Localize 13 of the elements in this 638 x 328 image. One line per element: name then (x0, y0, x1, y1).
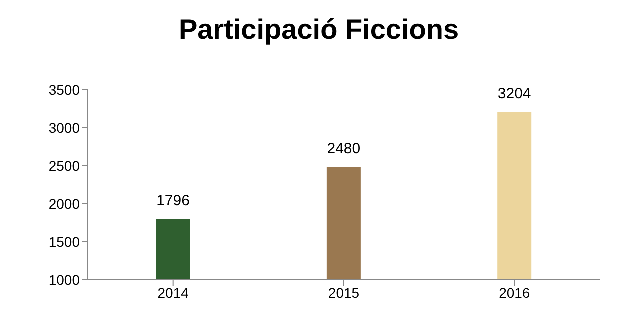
y-tick-label: 3000 (48, 120, 80, 136)
x-tick-label: 2015 (328, 284, 360, 301)
y-tick-label: 2000 (48, 196, 80, 212)
y-tick-label: 2500 (48, 158, 80, 174)
data-label: 3204 (498, 85, 532, 102)
y-tick-label: 1000 (48, 272, 80, 288)
y-tick-label: 3500 (48, 82, 80, 98)
x-tick-label: 2016 (499, 284, 530, 301)
x-tick-label: 2014 (158, 284, 190, 301)
data-label: 1796 (156, 192, 190, 210)
chart-title: Participació Ficcions (178, 14, 460, 47)
y-tick-label: 1500 (48, 234, 80, 250)
data-label: 2480 (327, 140, 361, 158)
